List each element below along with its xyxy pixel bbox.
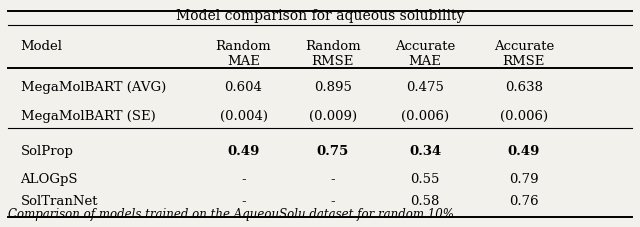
Text: 0.475: 0.475 — [406, 81, 444, 94]
Text: Model: Model — [20, 39, 63, 52]
Text: (0.006): (0.006) — [401, 110, 449, 123]
Text: Accurate
MAE: Accurate MAE — [395, 39, 455, 67]
Text: 0.49: 0.49 — [227, 145, 260, 158]
Text: (0.004): (0.004) — [220, 110, 268, 123]
Text: (0.006): (0.006) — [500, 110, 548, 123]
Text: -: - — [330, 173, 335, 186]
Text: Random
MAE: Random MAE — [216, 39, 271, 67]
Text: MegaMolBART (AVG): MegaMolBART (AVG) — [20, 81, 166, 94]
Text: Random
RMSE: Random RMSE — [305, 39, 360, 67]
Text: (0.009): (0.009) — [308, 110, 357, 123]
Text: 0.75: 0.75 — [317, 145, 349, 158]
Text: 0.34: 0.34 — [409, 145, 441, 158]
Text: 0.604: 0.604 — [225, 81, 262, 94]
Text: Comparison of models trained on the AqueouSolu dataset for random 10%: Comparison of models trained on the Aque… — [8, 208, 454, 221]
Text: Model comparison for aqueous solubility: Model comparison for aqueous solubility — [176, 9, 464, 23]
Text: 0.58: 0.58 — [410, 195, 440, 208]
Text: 0.79: 0.79 — [509, 173, 539, 186]
Text: Accurate
RMSE: Accurate RMSE — [494, 39, 554, 67]
Text: -: - — [330, 195, 335, 208]
Text: 0.638: 0.638 — [505, 81, 543, 94]
Text: SolTranNet: SolTranNet — [20, 195, 98, 208]
Text: -: - — [241, 195, 246, 208]
Text: -: - — [241, 173, 246, 186]
Text: 0.55: 0.55 — [410, 173, 440, 186]
Text: 0.895: 0.895 — [314, 81, 352, 94]
Text: ALOGpS: ALOGpS — [20, 173, 78, 186]
Text: SolProp: SolProp — [20, 145, 74, 158]
Text: 0.76: 0.76 — [509, 195, 539, 208]
Text: 0.49: 0.49 — [508, 145, 540, 158]
Text: MegaMolBART (SE): MegaMolBART (SE) — [20, 110, 156, 123]
